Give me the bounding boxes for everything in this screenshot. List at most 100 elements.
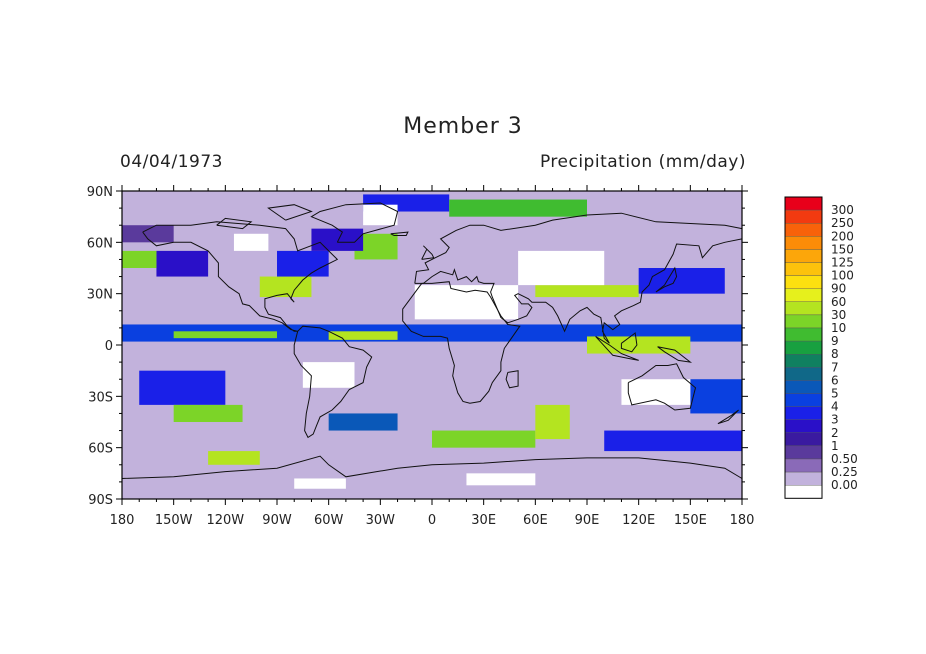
precip-region xyxy=(122,225,174,243)
precip-region xyxy=(311,228,364,251)
dry-region xyxy=(518,250,605,286)
coastline xyxy=(717,409,739,425)
colorbar-swatch xyxy=(784,354,823,368)
colorbar-swatch xyxy=(784,314,823,329)
y-tick-label: 60N xyxy=(87,236,113,251)
precip-region xyxy=(122,250,157,268)
colorbar-swatch xyxy=(784,380,823,394)
precip-region xyxy=(535,285,639,298)
coastline xyxy=(414,238,743,344)
precip-region xyxy=(139,370,226,405)
x-tick-label: 150W xyxy=(155,513,193,528)
axis-ticks: 180 150W 120W 90W 60W 30W 0 30E 60E 90E 120E 150E 18… xyxy=(87,185,754,528)
colorbar-swatch xyxy=(784,327,823,342)
x-tick-label: 120W xyxy=(206,513,244,528)
precip-region xyxy=(259,276,312,298)
colorbar-swatch xyxy=(784,432,823,447)
precip-region xyxy=(156,250,209,277)
coastline xyxy=(121,455,743,479)
precip-region xyxy=(638,268,725,294)
colorbar-swatch xyxy=(784,445,823,460)
colorbar-swatch xyxy=(784,458,823,473)
colorbar-swatch xyxy=(784,275,823,289)
colorbar-swatch xyxy=(784,393,823,407)
colorbar-swatch xyxy=(784,262,823,276)
coastline xyxy=(505,370,519,389)
x-tick-label: 0 xyxy=(428,513,436,528)
colorbar: 300250200150125100906030109876543210.500… xyxy=(784,196,858,499)
colorbar-frame xyxy=(784,196,823,499)
y-tick-label: 30S xyxy=(88,390,113,405)
x-tick-label: 30W xyxy=(366,513,396,528)
coastline xyxy=(267,204,313,221)
coastline xyxy=(655,266,678,293)
dry-region xyxy=(233,233,269,251)
variable-label: Precipitation (mm/day) xyxy=(539,152,746,172)
colorbar-swatch xyxy=(784,419,823,434)
colorbar-label: 6 xyxy=(831,373,839,387)
colorbar-swatch xyxy=(784,236,823,250)
x-tick-label: 90E xyxy=(575,513,600,528)
dry-region xyxy=(363,204,398,226)
colorbar-label: 8 xyxy=(831,347,839,361)
colorbar-swatch xyxy=(784,340,823,355)
coastline xyxy=(657,346,693,363)
dry-region xyxy=(621,379,691,405)
date-label: 04/04/1973 xyxy=(120,152,223,172)
colorbar-swatch xyxy=(784,288,823,303)
colorbar-label: 7 xyxy=(831,360,839,374)
y-tick-label: 90N xyxy=(87,185,113,200)
colorbar-label: 250 xyxy=(831,216,854,230)
colorbar-swatch xyxy=(784,406,823,420)
colorbar-swatch xyxy=(784,196,823,211)
coastline xyxy=(216,217,253,230)
colorbar-label: 0.25 xyxy=(831,465,858,479)
x-tick-label: 60W xyxy=(314,513,344,528)
y-tick-label: 30N xyxy=(87,288,113,303)
coastline xyxy=(293,325,373,439)
precip-region xyxy=(208,451,260,465)
coastline xyxy=(310,202,399,243)
colorbar-label: 150 xyxy=(831,242,854,256)
y-tick-label: 90S xyxy=(88,493,113,508)
coastline xyxy=(620,332,638,353)
colorbar-label: 300 xyxy=(831,203,854,217)
colorbar-label: 10 xyxy=(831,321,846,335)
colorbar-label: 100 xyxy=(831,269,854,283)
x-tick-label: 90W xyxy=(262,513,292,528)
colorbar-label: 90 xyxy=(831,282,846,296)
precip-region xyxy=(604,430,742,452)
colorbar-label: 0.50 xyxy=(831,452,858,466)
precip-region xyxy=(449,199,587,217)
dry-region xyxy=(414,285,519,320)
dry-region xyxy=(302,362,355,388)
colorbar-label: 200 xyxy=(831,229,854,243)
y-tick-label: 60S xyxy=(88,442,113,457)
precip-region xyxy=(277,250,329,277)
colorbar-swatch xyxy=(784,209,823,224)
coastline xyxy=(414,212,743,284)
x-tick-label: 120E xyxy=(622,513,655,528)
precip-region xyxy=(690,379,742,414)
coastline xyxy=(142,221,339,332)
colorbar-label: 9 xyxy=(831,334,839,348)
coastline xyxy=(595,335,639,361)
colorbar-swatch xyxy=(784,301,823,316)
colorbar-label: 60 xyxy=(831,295,846,309)
colorbar-label: 1 xyxy=(831,439,839,453)
coastline xyxy=(390,231,409,236)
colorbar-swatch xyxy=(784,367,823,381)
colorbar-label: 125 xyxy=(831,256,854,270)
colorbar-label: 30 xyxy=(831,308,846,322)
precip-region xyxy=(535,404,570,440)
plot-area xyxy=(122,191,742,499)
colorbar-swatch xyxy=(784,222,823,237)
coastline xyxy=(421,245,435,260)
colorbar-swatch xyxy=(784,485,823,499)
colorbar-label: 2 xyxy=(831,426,839,440)
precip-region xyxy=(328,413,398,431)
x-tick-label: 30E xyxy=(471,513,496,528)
colorbar-label: 3 xyxy=(831,413,839,427)
colorbar-label: 0.00 xyxy=(831,478,858,492)
